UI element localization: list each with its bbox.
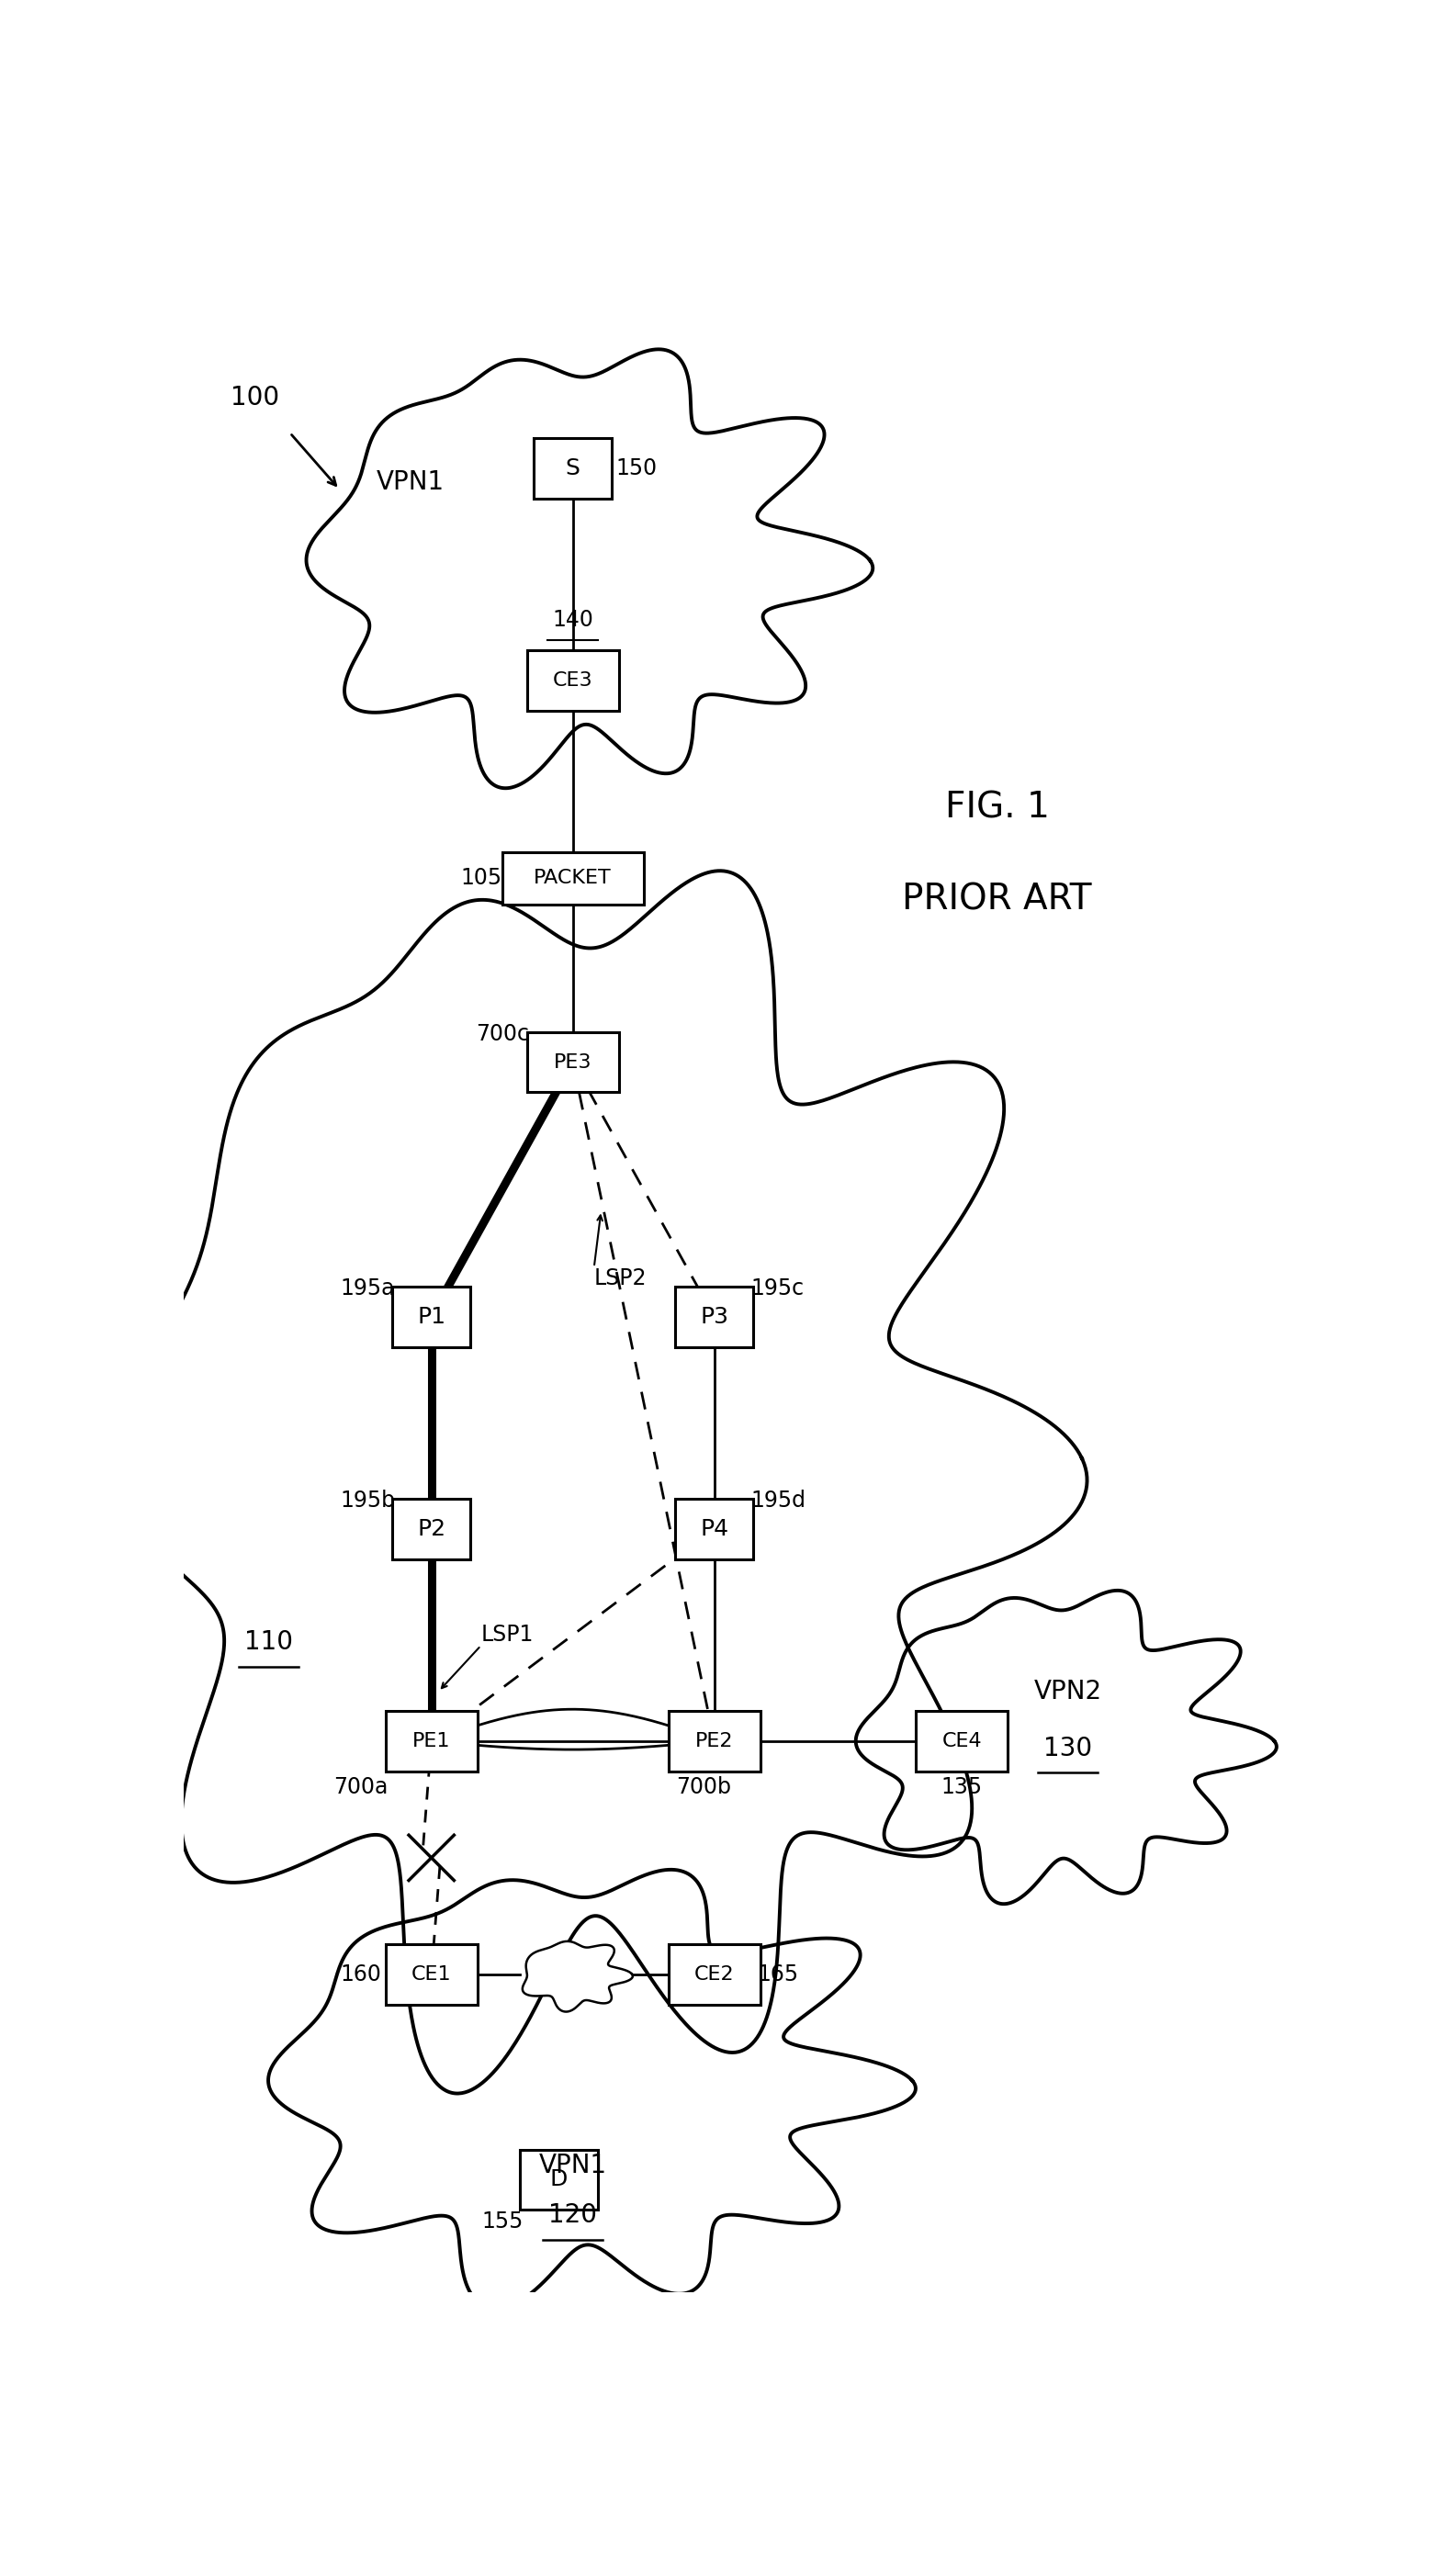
- Text: 150: 150: [616, 456, 658, 479]
- Text: PE2: PE2: [695, 1731, 734, 1749]
- FancyBboxPatch shape: [519, 2148, 597, 2210]
- Polygon shape: [306, 350, 872, 788]
- FancyBboxPatch shape: [675, 1288, 753, 1347]
- FancyBboxPatch shape: [385, 1945, 477, 2004]
- Text: 700a: 700a: [333, 1775, 388, 1798]
- Text: 160: 160: [340, 1963, 381, 1986]
- Text: CE4: CE4: [942, 1731, 982, 1749]
- Text: 120: 120: [548, 2202, 597, 2228]
- Text: 195c: 195c: [751, 1278, 805, 1298]
- FancyBboxPatch shape: [392, 1499, 470, 1558]
- Text: 105: 105: [460, 868, 502, 889]
- Text: 195d: 195d: [750, 1489, 806, 1512]
- Text: 100: 100: [231, 384, 278, 410]
- FancyBboxPatch shape: [668, 1945, 760, 2004]
- Polygon shape: [268, 1870, 916, 2308]
- FancyBboxPatch shape: [385, 1710, 477, 1772]
- FancyBboxPatch shape: [502, 853, 643, 904]
- Text: S: S: [565, 456, 580, 479]
- Text: P1: P1: [417, 1306, 446, 1327]
- Text: 700c: 700c: [476, 1023, 529, 1046]
- Text: 140: 140: [552, 611, 594, 631]
- FancyBboxPatch shape: [392, 1288, 470, 1347]
- Polygon shape: [115, 871, 1087, 2094]
- Text: FIG. 1: FIG. 1: [945, 791, 1050, 824]
- Text: CE2: CE2: [694, 1965, 734, 1984]
- Text: 155: 155: [482, 2210, 523, 2233]
- FancyBboxPatch shape: [534, 438, 611, 497]
- FancyBboxPatch shape: [675, 1499, 753, 1558]
- Text: VPN1: VPN1: [539, 2154, 607, 2179]
- FancyBboxPatch shape: [668, 1710, 760, 1772]
- Text: 130: 130: [1044, 1736, 1092, 1762]
- Text: P3: P3: [699, 1306, 728, 1327]
- Text: PE3: PE3: [554, 1054, 591, 1072]
- Text: VPN1: VPN1: [376, 469, 444, 495]
- FancyBboxPatch shape: [526, 1033, 619, 1092]
- Text: PRIOR ART: PRIOR ART: [903, 881, 1092, 917]
- Text: LSP2: LSP2: [594, 1267, 647, 1291]
- Text: D: D: [549, 2169, 568, 2190]
- FancyBboxPatch shape: [916, 1710, 1008, 1772]
- Text: 195b: 195b: [340, 1489, 395, 1512]
- Text: PE1: PE1: [412, 1731, 450, 1749]
- Text: P4: P4: [699, 1517, 728, 1540]
- Text: 700b: 700b: [676, 1775, 731, 1798]
- Text: 110: 110: [244, 1628, 293, 1654]
- Text: PACKET: PACKET: [534, 868, 611, 889]
- Text: P2: P2: [417, 1517, 446, 1540]
- Text: 165: 165: [757, 1963, 799, 1986]
- Polygon shape: [855, 1589, 1276, 1904]
- Text: 135: 135: [942, 1775, 982, 1798]
- FancyBboxPatch shape: [526, 649, 619, 711]
- Text: 195a: 195a: [340, 1278, 395, 1298]
- Text: CE3: CE3: [552, 672, 593, 690]
- Text: LSP1: LSP1: [480, 1623, 534, 1646]
- Text: VPN2: VPN2: [1034, 1680, 1102, 1705]
- Polygon shape: [522, 1942, 633, 2012]
- Text: CE1: CE1: [411, 1965, 451, 1984]
